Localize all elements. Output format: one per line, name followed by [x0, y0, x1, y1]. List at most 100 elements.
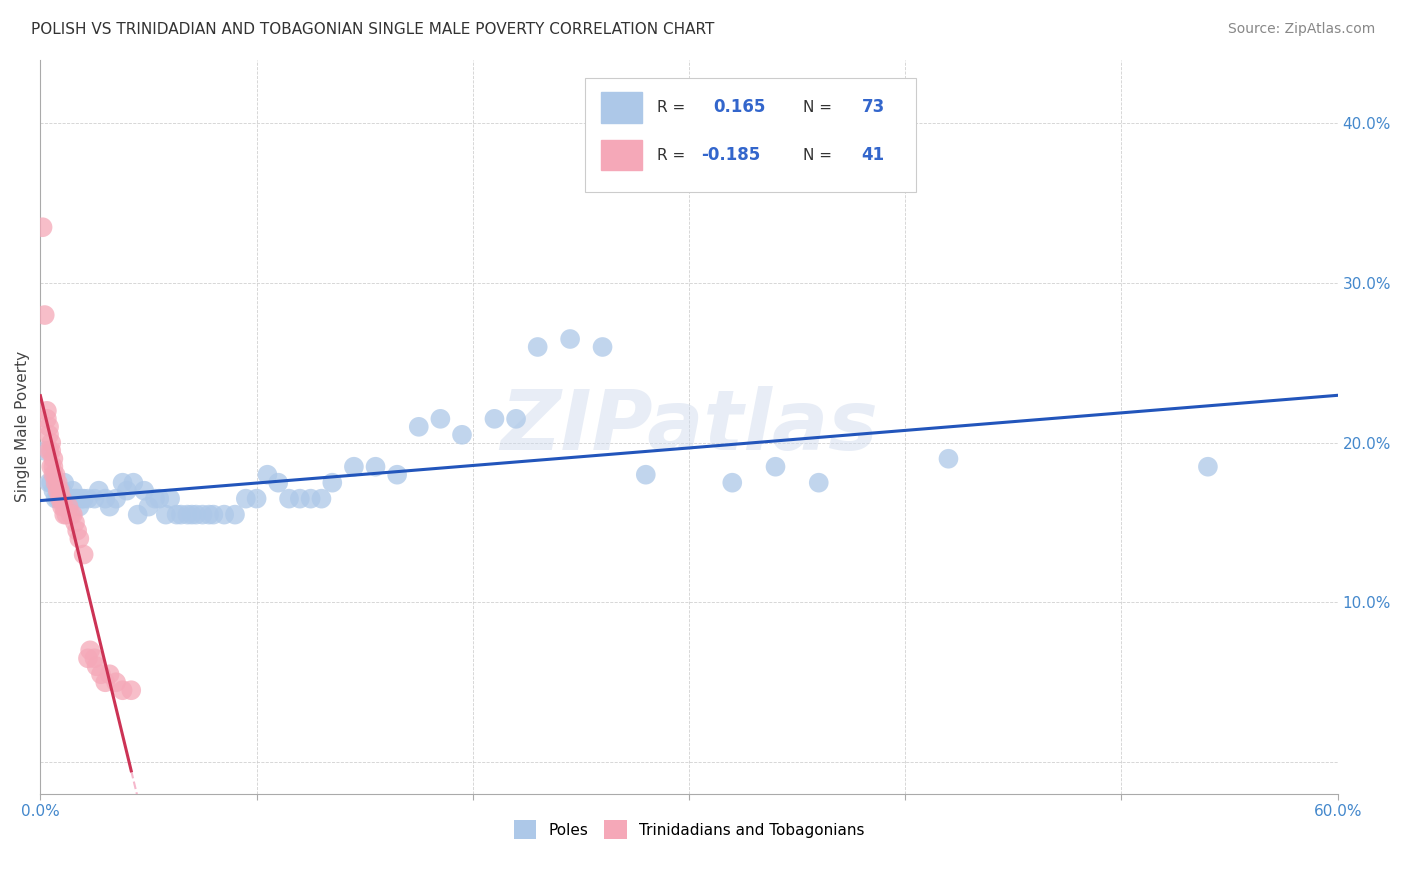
- Point: [278, 491, 301, 506]
- Point: [49, 491, 72, 506]
- Point: [634, 467, 657, 482]
- Point: [364, 459, 387, 474]
- Point: [143, 491, 166, 506]
- Point: [807, 475, 830, 490]
- Point: [42, 459, 65, 474]
- Point: [66, 491, 89, 506]
- Point: [62, 483, 84, 498]
- Point: [385, 467, 408, 482]
- Point: [46, 491, 69, 506]
- Point: [115, 483, 138, 498]
- Point: [45, 475, 67, 490]
- Point: [105, 491, 128, 506]
- Point: [484, 412, 506, 426]
- Point: [59, 491, 82, 506]
- Point: [63, 516, 86, 530]
- Point: [53, 500, 76, 514]
- Point: [35, 404, 58, 418]
- Text: -0.185: -0.185: [700, 146, 761, 164]
- Point: [721, 475, 744, 490]
- Point: [39, 459, 62, 474]
- Point: [51, 491, 73, 506]
- Point: [51, 483, 73, 498]
- Point: [46, 483, 69, 498]
- Point: [46, 475, 69, 490]
- Point: [94, 491, 117, 506]
- Point: [38, 427, 60, 442]
- Point: [73, 491, 96, 506]
- Point: [526, 340, 548, 354]
- Point: [765, 459, 787, 474]
- Point: [55, 491, 77, 506]
- Point: [70, 491, 93, 506]
- Bar: [600, 140, 643, 170]
- Point: [51, 500, 73, 514]
- Point: [58, 491, 80, 506]
- Point: [49, 491, 72, 506]
- Point: [111, 475, 134, 490]
- Point: [505, 412, 527, 426]
- Point: [105, 675, 128, 690]
- Point: [42, 483, 65, 498]
- Point: [256, 467, 278, 482]
- Point: [166, 508, 188, 522]
- Point: [267, 475, 290, 490]
- Point: [39, 435, 62, 450]
- Point: [938, 451, 960, 466]
- Point: [1197, 459, 1219, 474]
- Point: [246, 491, 269, 506]
- Text: Source: ZipAtlas.com: Source: ZipAtlas.com: [1227, 22, 1375, 37]
- Point: [77, 651, 100, 665]
- Point: [66, 524, 89, 538]
- Point: [31, 220, 53, 235]
- Point: [299, 491, 322, 506]
- Point: [180, 508, 202, 522]
- Point: [134, 483, 156, 498]
- Point: [90, 667, 112, 681]
- Point: [321, 475, 343, 490]
- Point: [35, 412, 58, 426]
- Point: [429, 412, 451, 426]
- Point: [46, 483, 69, 498]
- Point: [38, 419, 60, 434]
- Point: [83, 491, 105, 506]
- Point: [42, 467, 65, 482]
- Point: [39, 475, 62, 490]
- Point: [111, 683, 134, 698]
- Text: ZIPatlas: ZIPatlas: [501, 386, 877, 467]
- Point: [212, 508, 235, 522]
- Point: [191, 508, 214, 522]
- Point: [184, 508, 207, 522]
- Point: [198, 508, 221, 522]
- Point: [122, 475, 145, 490]
- Point: [38, 443, 60, 458]
- Point: [120, 683, 142, 698]
- Point: [34, 443, 56, 458]
- Point: [87, 483, 110, 498]
- Point: [53, 475, 76, 490]
- Text: POLISH VS TRINIDADIAN AND TOBAGONIAN SINGLE MALE POVERTY CORRELATION CHART: POLISH VS TRINIDADIAN AND TOBAGONIAN SIN…: [31, 22, 714, 37]
- Point: [38, 475, 60, 490]
- Point: [67, 532, 90, 546]
- Point: [592, 340, 614, 354]
- Point: [45, 491, 67, 506]
- Point: [53, 508, 76, 522]
- Point: [159, 491, 181, 506]
- Point: [58, 500, 80, 514]
- Point: [94, 675, 117, 690]
- Point: [343, 459, 366, 474]
- Point: [202, 508, 225, 522]
- Bar: [600, 92, 643, 123]
- Text: 73: 73: [862, 98, 884, 116]
- Point: [63, 491, 86, 506]
- Text: 0.165: 0.165: [714, 98, 766, 116]
- Point: [73, 548, 96, 562]
- Point: [55, 508, 77, 522]
- Point: [62, 491, 84, 506]
- FancyBboxPatch shape: [585, 78, 917, 192]
- Point: [59, 508, 82, 522]
- Point: [98, 500, 121, 514]
- Point: [49, 483, 72, 498]
- Point: [77, 491, 100, 506]
- Point: [45, 467, 67, 482]
